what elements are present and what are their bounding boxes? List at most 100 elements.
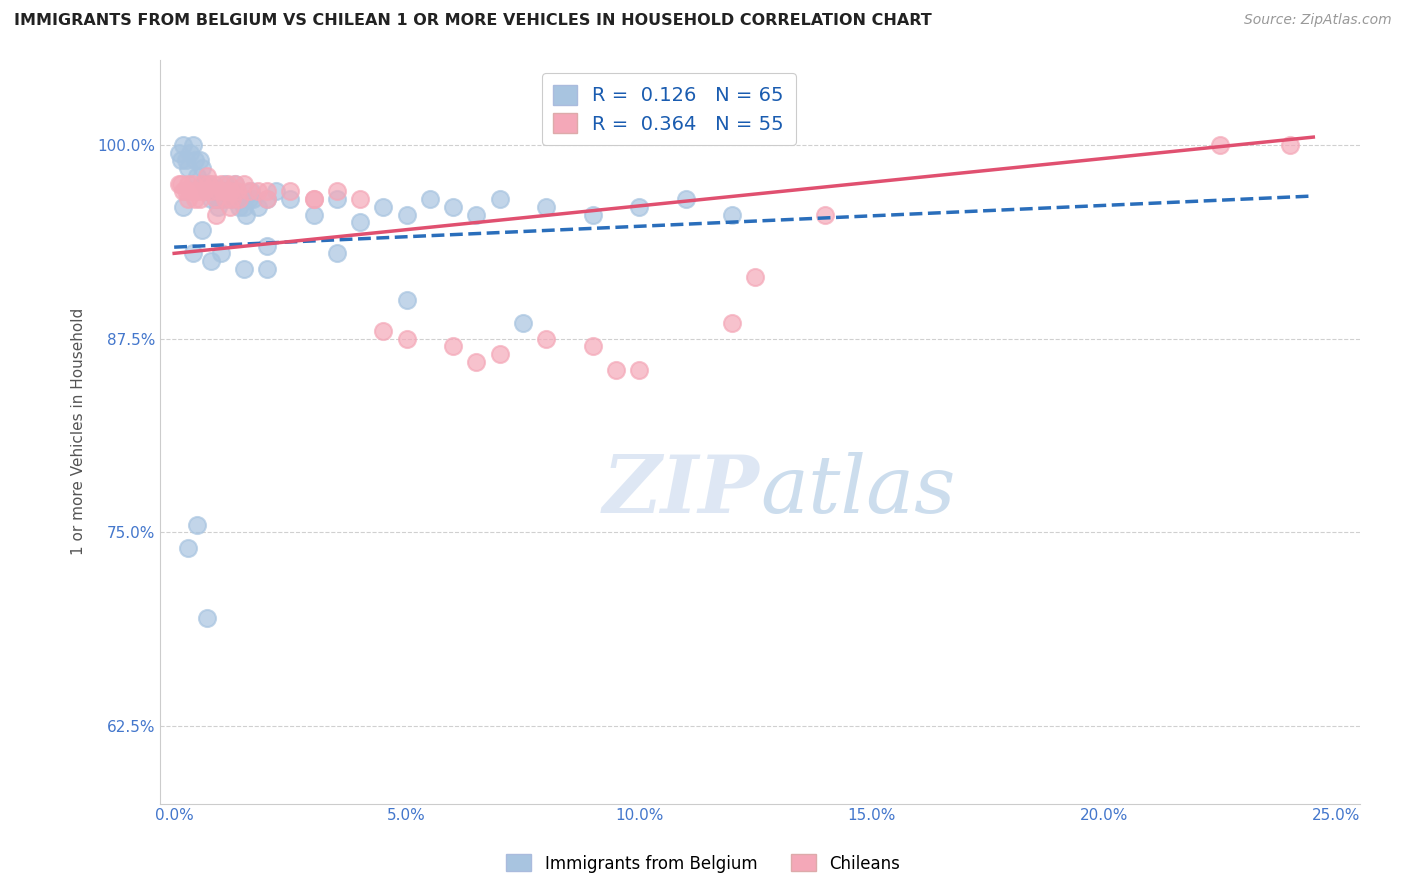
Point xyxy=(214,192,236,206)
Point xyxy=(195,610,218,624)
Text: Source: ZipAtlas.com: Source: ZipAtlas.com xyxy=(1244,13,1392,28)
Point xyxy=(181,137,204,152)
Point xyxy=(170,177,193,191)
Point xyxy=(581,339,603,353)
Point xyxy=(179,145,201,160)
Point xyxy=(193,177,215,191)
Point xyxy=(186,185,208,199)
Point xyxy=(232,200,254,214)
Point xyxy=(238,192,260,206)
Point xyxy=(235,208,257,222)
Point xyxy=(239,185,262,199)
Point xyxy=(326,192,349,206)
Point xyxy=(209,246,232,260)
Point xyxy=(349,215,371,229)
Point xyxy=(188,192,211,206)
Point xyxy=(534,332,557,346)
Point xyxy=(256,185,278,199)
Point xyxy=(186,169,208,183)
Point xyxy=(226,185,249,199)
Point xyxy=(191,185,214,199)
Point xyxy=(181,246,204,260)
Point xyxy=(246,200,269,214)
Point xyxy=(193,185,215,199)
Point xyxy=(195,185,218,199)
Point xyxy=(179,185,201,199)
Point xyxy=(172,137,194,152)
Point xyxy=(441,339,464,353)
Point xyxy=(228,200,250,214)
Point xyxy=(534,200,557,214)
Point xyxy=(221,185,243,199)
Point xyxy=(228,192,250,206)
Point xyxy=(605,362,627,376)
Point xyxy=(188,153,211,168)
Point xyxy=(207,200,229,214)
Point xyxy=(172,200,194,214)
Point xyxy=(465,208,488,222)
Point xyxy=(395,293,418,307)
Point xyxy=(232,177,254,191)
Point xyxy=(219,192,242,206)
Point xyxy=(205,192,228,206)
Point xyxy=(242,192,264,206)
Point xyxy=(226,192,249,206)
Point xyxy=(209,177,232,191)
Point xyxy=(280,185,302,199)
Text: atlas: atlas xyxy=(761,452,956,530)
Point xyxy=(441,200,464,214)
Point xyxy=(266,185,288,199)
Point xyxy=(512,316,534,330)
Point xyxy=(219,200,242,214)
Point xyxy=(202,185,225,199)
Point xyxy=(214,177,236,191)
Point xyxy=(195,169,218,183)
Point xyxy=(174,185,197,199)
Point xyxy=(395,208,418,222)
Point xyxy=(191,223,214,237)
Point xyxy=(177,541,200,555)
Point xyxy=(181,177,204,191)
Point xyxy=(186,517,208,532)
Point xyxy=(205,208,228,222)
Point xyxy=(419,192,441,206)
Point xyxy=(675,192,697,206)
Point xyxy=(302,192,325,206)
Text: IMMIGRANTS FROM BELGIUM VS CHILEAN 1 OR MORE VEHICLES IN HOUSEHOLD CORRELATION C: IMMIGRANTS FROM BELGIUM VS CHILEAN 1 OR … xyxy=(14,13,932,29)
Point xyxy=(174,153,197,168)
Point xyxy=(217,177,239,191)
Point xyxy=(246,185,269,199)
Point xyxy=(198,177,221,191)
Point xyxy=(721,208,744,222)
Point xyxy=(238,185,260,199)
Text: ZIP: ZIP xyxy=(603,452,761,530)
Point xyxy=(814,208,837,222)
Point xyxy=(1209,137,1232,152)
Point xyxy=(184,153,207,168)
Point xyxy=(256,261,278,276)
Y-axis label: 1 or more Vehicles in Household: 1 or more Vehicles in Household xyxy=(72,308,86,555)
Point xyxy=(221,192,243,206)
Point xyxy=(488,192,510,206)
Point xyxy=(232,261,254,276)
Point xyxy=(205,192,228,206)
Point xyxy=(184,192,207,206)
Point xyxy=(256,192,278,206)
Point xyxy=(217,185,239,199)
Point xyxy=(200,185,222,199)
Point xyxy=(202,177,225,191)
Legend: Immigrants from Belgium, Chileans: Immigrants from Belgium, Chileans xyxy=(499,847,907,880)
Point xyxy=(628,362,651,376)
Point xyxy=(167,145,190,160)
Point xyxy=(200,254,222,268)
Point xyxy=(326,246,349,260)
Point xyxy=(224,177,246,191)
Point xyxy=(256,192,278,206)
Point xyxy=(224,177,246,191)
Point xyxy=(170,153,193,168)
Legend: R =  0.126   N = 65, R =  0.364   N = 55: R = 0.126 N = 65, R = 0.364 N = 55 xyxy=(541,73,796,145)
Point xyxy=(302,208,325,222)
Point xyxy=(207,185,229,199)
Point xyxy=(581,208,603,222)
Point xyxy=(1279,137,1302,152)
